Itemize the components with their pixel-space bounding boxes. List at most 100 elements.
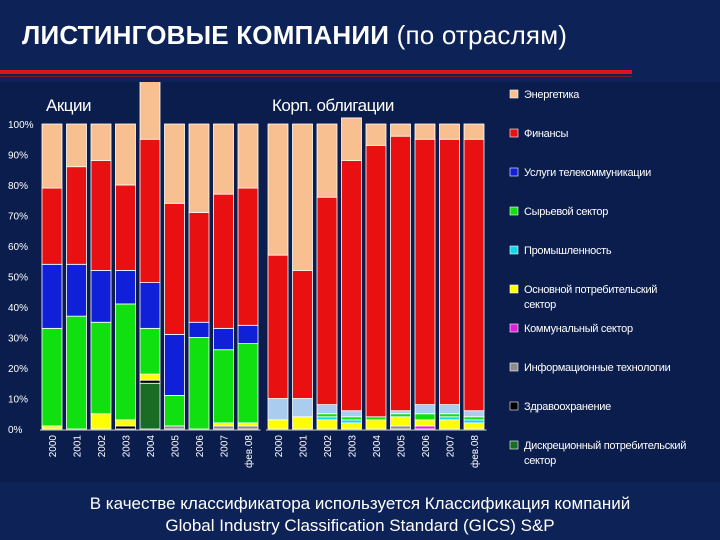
bar-segment [237, 343, 259, 424]
bar-segment [213, 327, 234, 351]
bar-segment [316, 196, 338, 405]
bar-segment [41, 327, 63, 427]
x-tick-label: 2000 [48, 435, 59, 458]
bar-segment [66, 315, 87, 430]
x-tick-label: 2006 [421, 435, 432, 458]
x-tick-label: 2006 [195, 435, 206, 458]
y-tick-label: 40% [8, 303, 28, 314]
bar-segment [115, 184, 136, 271]
bar-segment [463, 410, 485, 418]
y-tick-label: 70% [8, 212, 28, 223]
bar-segment [237, 123, 259, 189]
x-tick-label: 2002 [97, 435, 108, 458]
bar-segment [414, 138, 436, 406]
bar-segment [365, 419, 387, 430]
bar-segment [341, 416, 362, 421]
bar-segment [292, 398, 313, 418]
bar-segment [237, 422, 259, 427]
x-tick-label: 2004 [146, 435, 157, 458]
bar-segment [439, 138, 460, 406]
slide-title: ЛИСТИНГОВЫЕ КОМПАНИИ (по отраслям) [22, 20, 567, 51]
bar-segment [139, 138, 161, 284]
legend-swatch [509, 401, 519, 411]
bar-segment [164, 123, 185, 204]
bar-segment [115, 303, 136, 421]
legend-swatch [509, 128, 519, 138]
bar-segment [66, 166, 87, 265]
bar-segment [341, 160, 362, 412]
bar-segment [439, 419, 460, 430]
bar-segment [414, 419, 436, 427]
bar-segment [414, 413, 436, 421]
footnote: В качестве классификатора используется К… [0, 493, 720, 537]
x-tick-label: 2005 [171, 435, 182, 458]
bar-segment [463, 422, 485, 430]
y-tick-label: 80% [8, 181, 28, 192]
industry-chart: Акции 100% 90% 80% 70% 60% 50% 40% 30% 20% 10% 0% 20… [0, 82, 720, 482]
bar-segment [139, 373, 161, 381]
x-tick-label: 2003 [122, 435, 133, 458]
bar-segment [390, 135, 411, 412]
bar-segment [267, 419, 289, 430]
bar-segment [164, 425, 185, 430]
footnote-line-1: В качестве классификатора используется К… [89, 494, 631, 513]
bar-segment [90, 160, 112, 271]
x-tick-label: 2001 [73, 435, 84, 458]
bar-segment [463, 416, 485, 421]
legend-label: Сырьевой сектор [524, 206, 608, 218]
bar-segment [439, 404, 460, 415]
bar-segment [316, 123, 338, 198]
bar-segment [188, 123, 210, 213]
bar-segment [463, 138, 485, 412]
legend-swatch [509, 284, 519, 294]
y-tick-label: 90% [8, 151, 28, 162]
bar-segment [213, 425, 234, 430]
x-tick-label: 2003 [348, 435, 359, 458]
legend-swatch [509, 440, 519, 450]
legend-label: Здравоохранение [524, 401, 611, 413]
bar-segment [41, 263, 63, 329]
bar-segment [365, 416, 387, 421]
bar-segment [115, 425, 136, 430]
bar-segment [390, 413, 411, 418]
bar-segment [463, 123, 485, 140]
legend-swatch [509, 245, 519, 255]
title-divider [0, 70, 632, 74]
panel-title: Акции [46, 96, 91, 115]
y-tick-label: 0% [8, 425, 23, 436]
bar-segment [41, 123, 63, 189]
bar-segment [390, 123, 411, 137]
bar-segment [341, 410, 362, 418]
bar-segment [164, 202, 185, 335]
legend-label: Энергетика [524, 89, 580, 101]
bar-segment [414, 404, 436, 415]
legend-label: Услуги телекоммуникации [524, 167, 651, 179]
bar-segment [365, 144, 387, 418]
legend-label: сектор [524, 455, 556, 467]
legend-swatch [509, 89, 519, 99]
bar-segment [439, 123, 460, 140]
x-tick-label: фев.08 [469, 435, 481, 468]
bar-segment [267, 123, 289, 256]
bar-segment [414, 425, 436, 430]
legend-label: Основной потребительский [524, 284, 657, 296]
bar-segment [213, 123, 234, 195]
bar-segment [115, 419, 136, 427]
bar-segment [66, 123, 87, 168]
bar-segment [267, 254, 289, 399]
legend-swatch [509, 167, 519, 177]
bar-segment [139, 327, 161, 375]
legend-swatch [509, 206, 519, 216]
y-tick-label: 20% [8, 364, 28, 375]
bar-segment [188, 337, 210, 430]
legend-swatch [509, 362, 519, 372]
x-tick-label: 2005 [397, 435, 408, 458]
y-tick-label: 30% [8, 334, 28, 345]
bar-segment [341, 117, 362, 162]
x-tick-label: 2001 [299, 435, 310, 458]
x-tick-label: 2000 [274, 435, 285, 458]
bar-segment [164, 395, 185, 427]
x-tick-label: 2007 [220, 435, 231, 458]
footnote-line-2: Global Industry Classification Standard … [165, 516, 555, 535]
bar-segment [316, 419, 338, 430]
